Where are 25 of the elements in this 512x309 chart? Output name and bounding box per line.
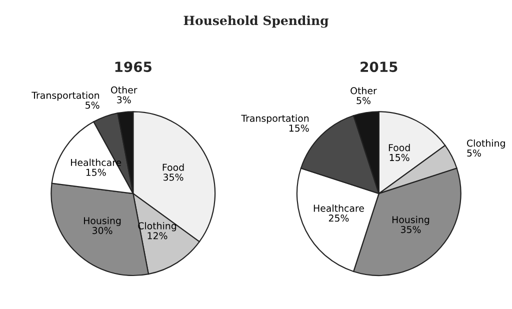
- data-label: 12%: [148, 232, 168, 240]
- slice-label: Housing: [392, 216, 430, 226]
- slice-label: Food: [162, 164, 184, 171]
- slice-label: Transportation: [241, 114, 309, 124]
- data-label: 3%: [117, 96, 131, 104]
- data-label: 35%: [400, 226, 421, 234]
- slice-label: Housing: [84, 216, 121, 226]
- data-label: 15%: [86, 168, 106, 176]
- data-label: 15%: [289, 124, 309, 132]
- text: Household Spending: [184, 15, 329, 28]
- data-label: 35%: [163, 174, 184, 181]
- slice-label: Healthcare: [314, 204, 364, 212]
- slice-label: Food: [388, 144, 410, 152]
- data-label: 25%: [328, 214, 349, 222]
- data-label: 5%: [86, 102, 100, 109]
- slice-label: Clothing: [467, 139, 505, 149]
- data-label: 30%: [92, 226, 112, 234]
- chart-title: 1965: [115, 62, 152, 72]
- slice-label: Transportation: [32, 92, 100, 101]
- data-label: 5%: [467, 149, 481, 157]
- slice-label: Other: [110, 86, 138, 94]
- slice-label: Other: [350, 86, 377, 94]
- data-label: 15%: [390, 154, 410, 162]
- chart-title: 2015: [360, 62, 398, 72]
- data-label: 5%: [356, 96, 370, 104]
